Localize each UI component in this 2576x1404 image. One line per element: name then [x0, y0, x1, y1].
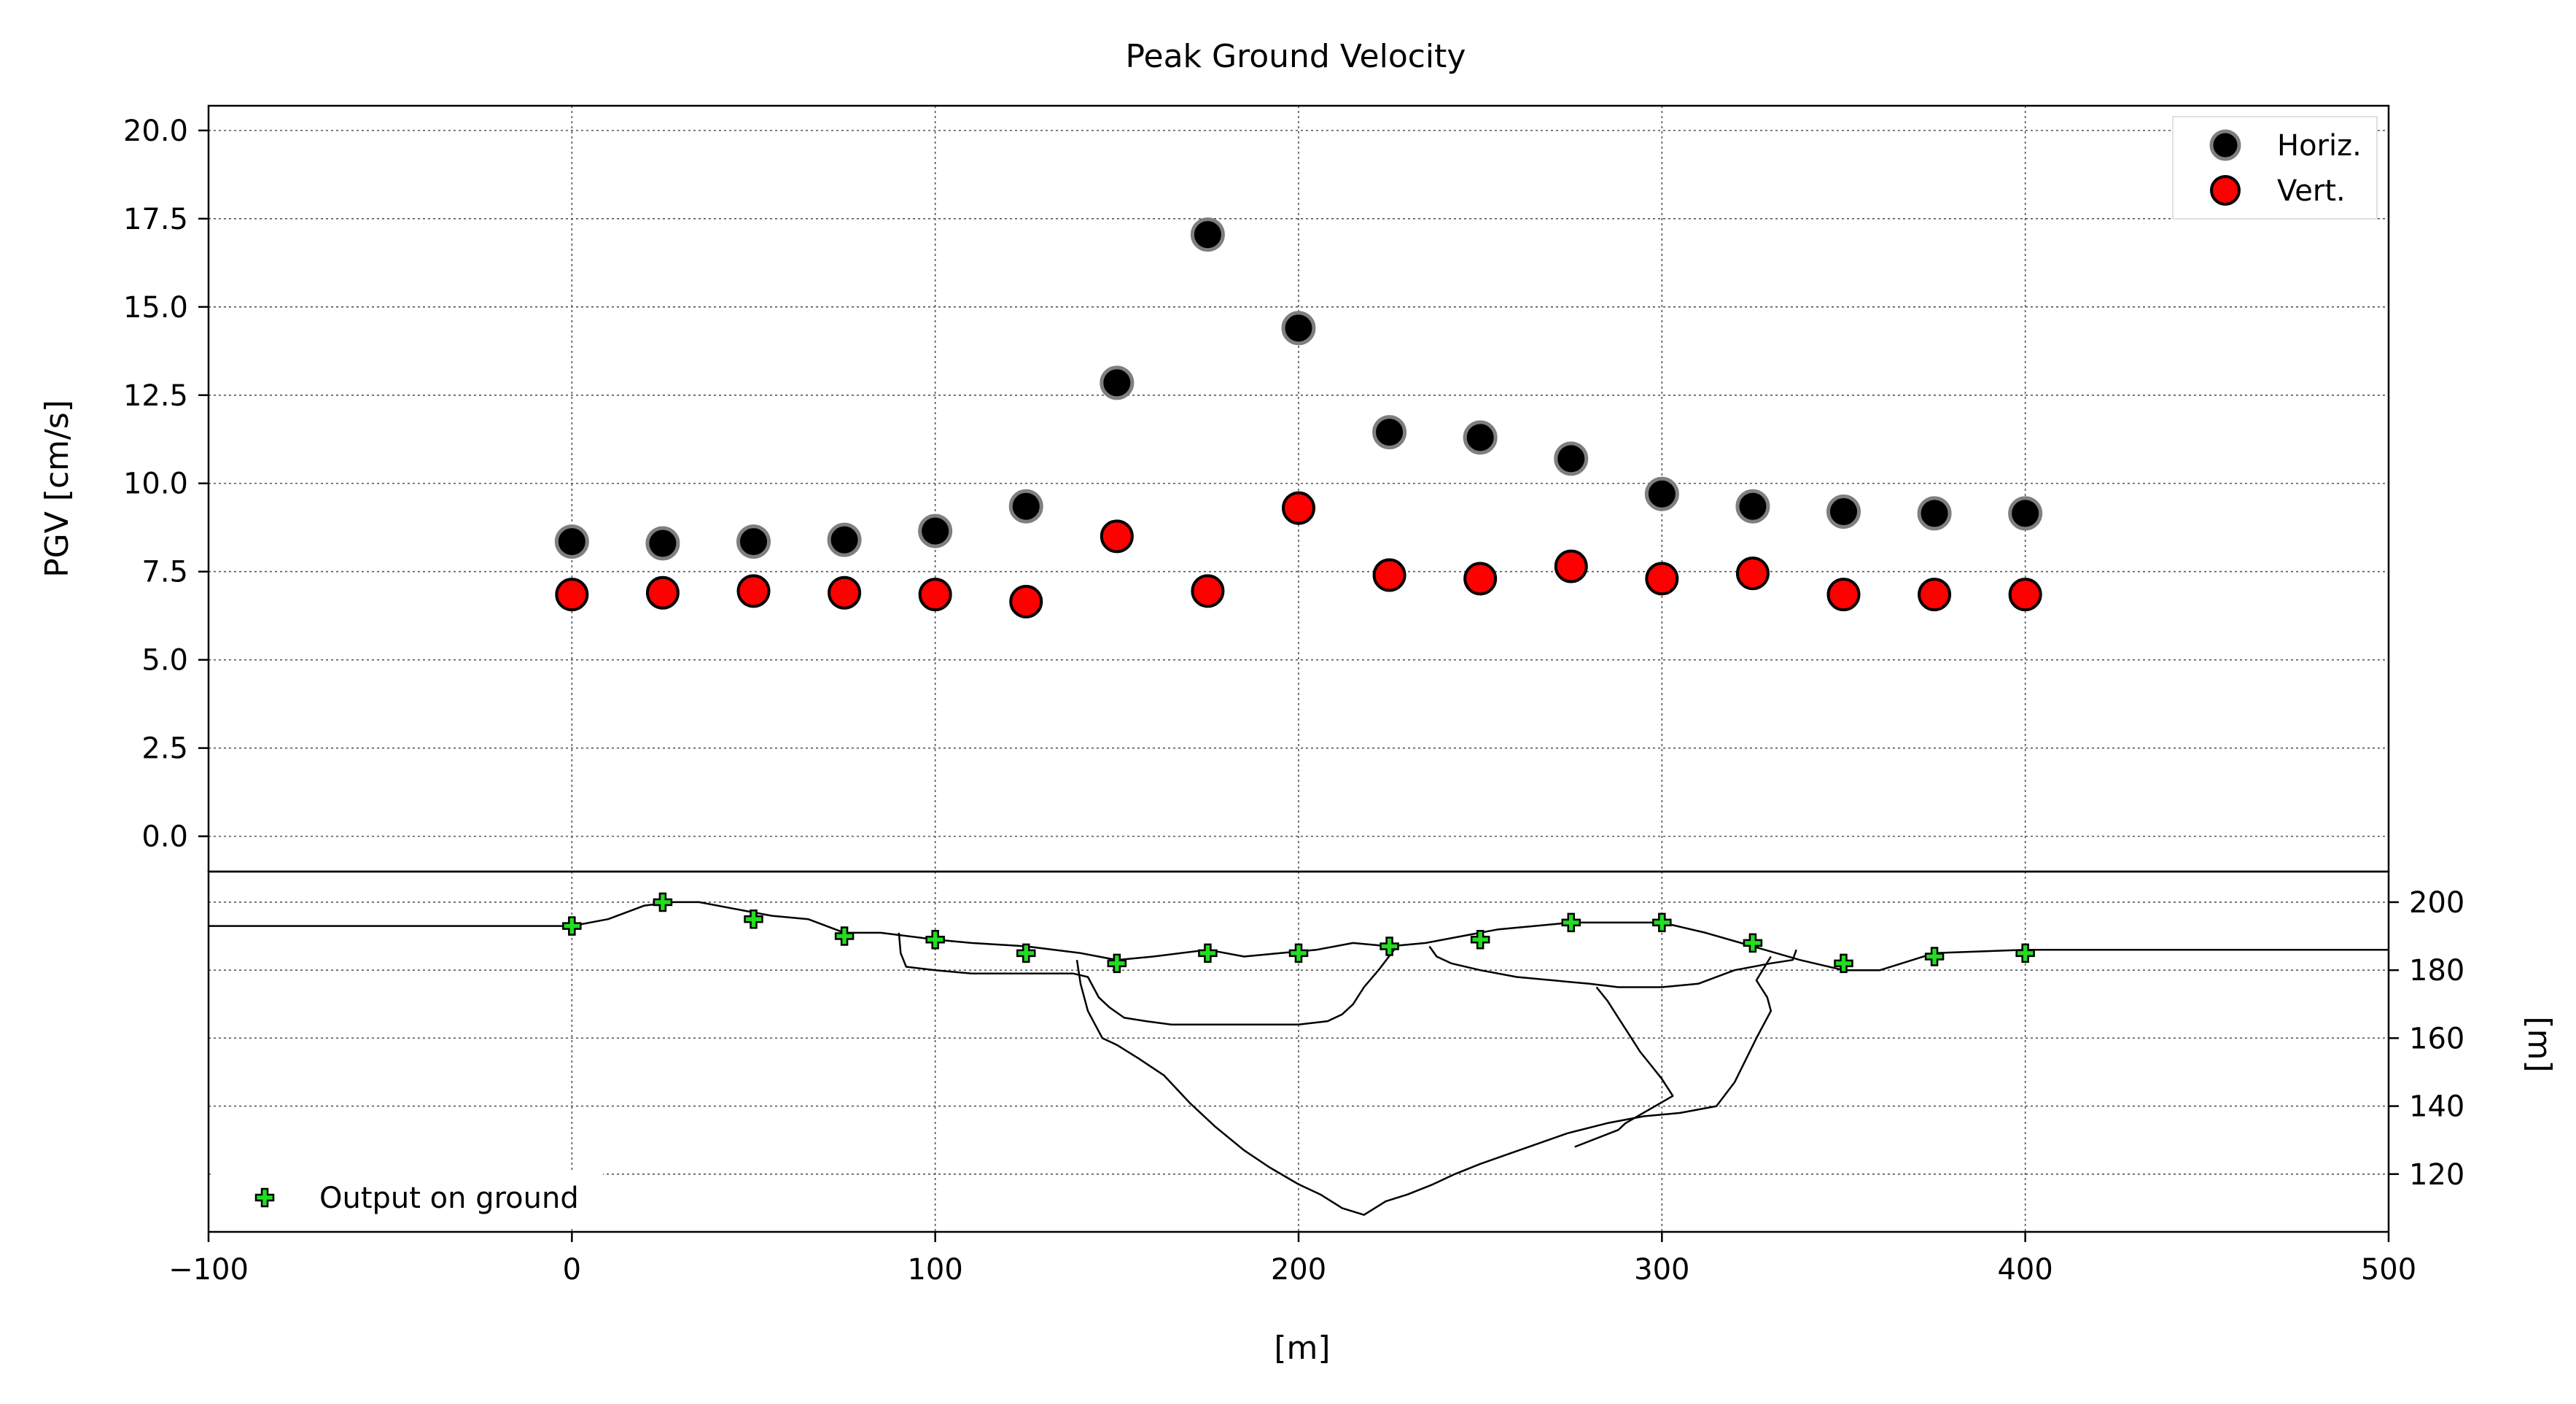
output-marker: [1924, 947, 1945, 966]
x-tick-label: 100: [907, 1253, 962, 1287]
horiz-point: [645, 526, 680, 561]
bottom-y-tick-label: 120: [2409, 1158, 2464, 1192]
vert-point: [1918, 578, 1952, 612]
output-marker: [1380, 936, 1399, 956]
horiz-point: [1735, 489, 1770, 524]
vert-point: [1735, 556, 1770, 591]
horiz-point: [1100, 365, 1135, 400]
bottom-plot-frame: [207, 870, 2390, 1233]
top-gridlines: [209, 106, 2389, 872]
legend-label-vert: Vert.: [2277, 174, 2346, 208]
x-tick-label: 400: [1997, 1253, 2052, 1287]
output-marker: [1016, 943, 1036, 963]
horiz-point: [1463, 420, 1498, 455]
horiz-point: [1826, 494, 1861, 529]
horiz-point: [736, 524, 771, 559]
output-marker: [1561, 912, 1581, 933]
vert-point: [1191, 574, 1225, 608]
legend-label-horiz: Horiz.: [2277, 129, 2362, 163]
horiz-point: [1372, 415, 1407, 450]
vert-point: [645, 575, 680, 610]
vert-point: [918, 578, 952, 612]
profile-line: [209, 901, 2389, 971]
vert-point: [555, 578, 589, 612]
output-marker: [1107, 953, 1127, 974]
horiz-point: [1281, 311, 1316, 346]
output-marker: [1470, 929, 1490, 950]
horiz-point: [1554, 441, 1589, 476]
vert-point: [1100, 519, 1134, 554]
top-y-tick-label: 0.0: [141, 821, 188, 854]
vert-point: [1372, 558, 1406, 592]
vert-point: [828, 575, 862, 610]
top-y-tick-label: 17.5: [123, 203, 188, 236]
output-marker: [1834, 953, 1853, 974]
output-marker: [834, 926, 855, 946]
bottom-legend: Output on ground: [213, 1170, 603, 1227]
top-y-tick-label: 15.0: [123, 291, 188, 325]
profile-line: [898, 932, 1398, 1025]
horiz-point: [1190, 217, 1225, 252]
top-y-tick-label: 20.0: [123, 115, 188, 148]
top-data-points: [554, 217, 2043, 618]
top-y-tick-label: 10.0: [123, 468, 188, 501]
x-tick-label: 200: [1271, 1253, 1326, 1287]
output-marker: [925, 929, 945, 950]
top-y-tick-label: 5.0: [141, 644, 188, 678]
top-y-ticks: 0.0 2.5 5.0 7.5 10.0 12.5 15.0 17.5 20.0: [123, 115, 209, 854]
horiz-point: [2008, 496, 2043, 531]
bottom-y-tick-label: 200: [2409, 886, 2464, 920]
profile-line: [1574, 986, 1674, 1148]
bottom-y-tick-label: 140: [2409, 1090, 2464, 1124]
output-marker: [1288, 943, 1309, 963]
vert-point: [1282, 491, 1315, 525]
vert-point: [2008, 578, 2042, 612]
profile-line: [1075, 955, 1773, 1216]
vert-point: [1645, 562, 1679, 596]
output-marker: [562, 916, 582, 936]
x-tick-label: 0: [563, 1253, 581, 1287]
legend-marker-vert: [2210, 175, 2241, 206]
output-marker: [744, 910, 763, 929]
x-tick-label: 500: [2361, 1253, 2416, 1287]
output-marker: [1652, 912, 1672, 933]
bottom-y-tick-label: 180: [2409, 954, 2464, 988]
legend-label-output: Output on ground: [319, 1182, 579, 1215]
legend-marker-horiz: [2209, 129, 2241, 161]
bottom-legend-box: [213, 1170, 603, 1227]
bottom-y-axis-label: [m]: [2521, 1016, 2558, 1072]
horiz-point: [1644, 476, 1679, 511]
horiz-point: [1008, 489, 1043, 524]
top-y-tick-label: 2.5: [141, 732, 188, 766]
profile-line: [1428, 945, 1797, 988]
vert-point: [1009, 584, 1043, 618]
bottom-x-ticks: −100 0 100 200 300 400 500: [168, 1232, 2416, 1287]
vert-point: [1463, 562, 1498, 596]
chart-title: Peak Ground Velocity: [1126, 38, 1466, 75]
bottom-x-axis-label: [m]: [1274, 1330, 1330, 1367]
bottom-profile-lines: [209, 892, 2389, 1216]
output-marker: [653, 892, 673, 912]
output-marker: [1198, 943, 1218, 963]
horiz-point: [827, 522, 862, 557]
bottom-y-ticks: 120 140 160 180 200: [2389, 886, 2464, 1192]
top-y-axis-label: PGV [cm/s]: [39, 400, 76, 578]
horiz-point: [554, 524, 589, 559]
horiz-point: [918, 513, 953, 548]
bottom-y-tick-label: 160: [2409, 1022, 2464, 1055]
top-legend-box: [2172, 116, 2378, 220]
vert-point: [1826, 578, 1861, 612]
vert-point: [736, 574, 771, 608]
top-y-tick-label: 7.5: [141, 556, 188, 589]
x-tick-label: 300: [1634, 1253, 1689, 1287]
output-marker: [1743, 933, 1763, 953]
vert-point: [1554, 549, 1588, 583]
top-legend: Horiz. Vert.: [2172, 116, 2378, 220]
x-tick-label: −100: [168, 1253, 249, 1287]
horiz-point: [1917, 496, 1952, 531]
output-marker: [2015, 943, 2035, 963]
legend-marker-output: [254, 1187, 275, 1208]
top-y-tick-label: 12.5: [123, 379, 188, 413]
